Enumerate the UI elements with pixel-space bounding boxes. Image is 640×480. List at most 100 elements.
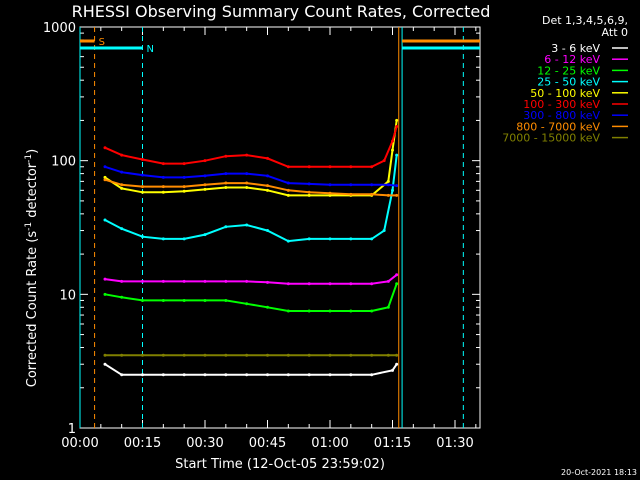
data-point-0 [286,373,290,377]
data-point-7 [224,181,228,185]
data-point-6 [120,170,124,174]
data-point-8 [349,353,353,357]
x-tick-label: 00:45 [249,436,286,451]
data-point-5 [141,158,144,162]
data-point-5 [245,153,249,157]
data-point-5 [182,162,186,166]
data-point-7 [203,183,207,187]
data-point-4 [386,179,390,183]
data-point-1 [161,279,165,283]
data-point-4 [307,193,311,197]
data-point-0 [203,373,207,377]
y-tick-label: 10 [59,288,76,303]
data-point-1 [203,279,207,283]
data-point-5 [328,165,332,169]
data-point-0 [120,373,124,377]
legend-label: 12 - 25 keV [537,64,600,77]
data-point-4 [391,148,394,152]
data-point-5 [370,165,374,169]
data-point-6 [266,174,269,178]
data-point-7 [266,184,269,188]
legend-label: 800 - 7000 keV [516,120,600,133]
data-point-1 [286,282,290,286]
data-point-0 [266,373,269,377]
data-point-7 [141,185,144,189]
data-point-8 [370,353,374,357]
data-point-5 [203,159,207,163]
series-line-6 [104,165,397,187]
data-point-0 [349,373,353,377]
data-point-3 [182,237,186,241]
data-point-2 [120,295,124,299]
data-point-1 [370,282,374,286]
data-point-2 [286,309,290,313]
data-point-4 [103,175,107,179]
legend-label: 300 - 800 keV [523,109,600,122]
data-point-6 [141,173,144,177]
data-point-4 [286,193,290,197]
data-point-3 [266,229,269,233]
data-point-8 [224,353,228,357]
legend-label: 25 - 50 keV [537,76,600,89]
legend-label: 3 - 6 keV [551,42,600,55]
data-point-1 [245,279,249,283]
data-point-8 [286,353,290,357]
data-point-2 [349,309,353,313]
data-point-7 [120,183,124,187]
legend-label: 100 - 300 keV [523,98,600,111]
data-point-5 [103,146,107,150]
data-point-0 [103,362,107,366]
legend-label: 6 - 12 keV [544,53,600,66]
data-point-2 [266,305,269,309]
data-point-7 [386,193,390,197]
data-point-6 [161,175,165,179]
data-point-8 [182,353,186,357]
data-point-6 [245,172,249,176]
data-point-5 [349,165,353,169]
data-point-2 [103,292,107,296]
data-point-3 [245,223,249,227]
data-point-6 [328,183,332,187]
legend-header-line: Att 0 [602,26,628,39]
data-point-5 [161,162,165,166]
data-point-4 [182,189,186,193]
data-point-3 [286,239,290,243]
data-point-4 [161,190,165,194]
data-point-7 [370,192,374,196]
data-point-6 [395,184,399,188]
legend-header-line: Det 1,3,4,5,6,9, [542,14,628,27]
y-axis-label: Corrected Count Rate (s-1 detector-1) [24,149,40,387]
x-tick-label: 00:30 [186,436,223,451]
series-line-2 [104,283,398,312]
series-line-1 [104,274,398,285]
data-point-1 [224,279,228,283]
data-point-6 [386,183,390,187]
data-point-6 [224,172,228,176]
data-point-1 [307,282,311,286]
data-point-5 [395,125,399,129]
data-point-4 [120,186,124,190]
series-line-7 [104,178,397,197]
data-point-6 [182,175,186,179]
data-point-2 [161,298,165,302]
data-point-3 [141,235,144,239]
data-point-3 [120,227,124,231]
data-point-5 [382,159,386,163]
legend-label: 50 - 100 keV [530,87,600,100]
data-point-6 [370,183,374,187]
data-point-1 [103,277,107,281]
data-point-0 [307,373,311,377]
data-point-0 [328,373,332,377]
data-point-4 [328,193,332,197]
data-point-8 [161,353,165,357]
data-point-2 [141,298,144,302]
data-point-0 [245,373,249,377]
data-point-7 [395,193,399,197]
x-tick-label: 01:00 [311,436,348,451]
legend-label: 7000 - 15000 keV [502,132,600,145]
x-tick-label: 01:30 [436,436,473,451]
data-point-2 [370,309,374,313]
data-point-3 [382,229,386,233]
